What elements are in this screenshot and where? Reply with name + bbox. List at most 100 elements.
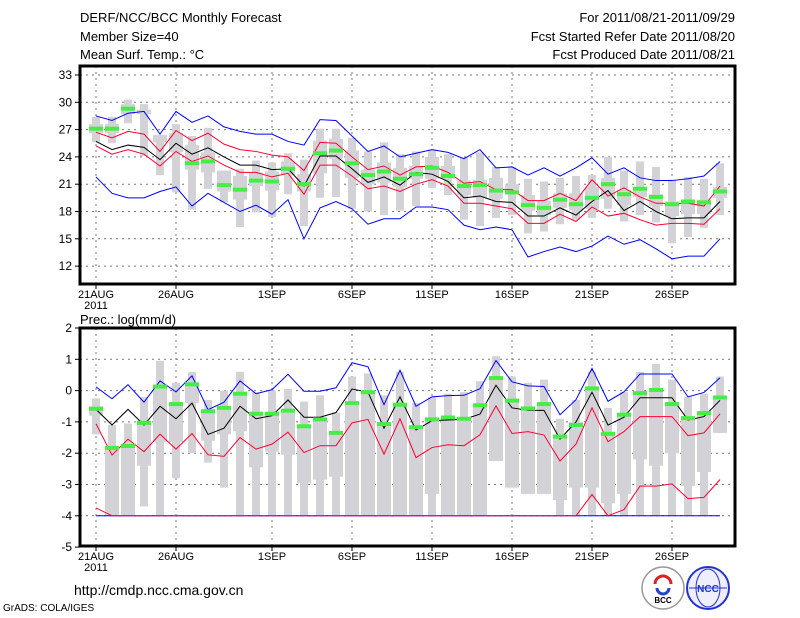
y-tick-label: 2 xyxy=(65,321,72,335)
box-bar xyxy=(345,403,359,516)
box-bar xyxy=(569,193,583,211)
box-bar xyxy=(601,432,615,504)
series-line-upper xyxy=(95,404,721,462)
observed-marker xyxy=(361,173,375,178)
observed-marker xyxy=(185,161,199,166)
box-bar xyxy=(617,189,631,206)
observed-marker xyxy=(313,417,327,422)
observed-marker xyxy=(713,189,727,194)
y-tick-label: -4 xyxy=(61,509,72,523)
observed-marker xyxy=(409,425,423,430)
box-bar xyxy=(441,417,455,516)
x-tick-label: 21SEP xyxy=(575,289,609,301)
y-tick-label: 30 xyxy=(59,95,73,109)
series-line-mean xyxy=(95,140,721,220)
observed-marker xyxy=(233,391,247,396)
observed-marker xyxy=(553,197,567,202)
plot-frame xyxy=(78,64,737,286)
observed-marker xyxy=(441,415,455,420)
y-tick-label: 24 xyxy=(59,150,73,164)
observed-marker xyxy=(345,401,359,406)
observed-marker xyxy=(169,402,183,407)
y-tick-label: 15 xyxy=(59,232,73,246)
observed-marker xyxy=(521,203,535,208)
x-tick-label: 16SEP xyxy=(495,289,529,301)
observed-marker xyxy=(393,176,407,181)
observed-marker xyxy=(441,174,455,179)
whisker-bar xyxy=(156,135,164,176)
observed-marker xyxy=(265,179,279,184)
whisker-bar xyxy=(236,371,244,516)
observed-marker xyxy=(345,161,359,166)
observed-marker xyxy=(329,430,343,435)
x-tick-label: 26AUG xyxy=(158,551,194,563)
box-bar xyxy=(585,387,599,488)
y-tick-label: -1 xyxy=(61,415,72,429)
box-bar xyxy=(521,407,535,494)
x-tick-label: 11SEP xyxy=(415,289,448,301)
x-tick-label: 26SEP xyxy=(655,289,689,301)
whisker-bar xyxy=(332,128,340,197)
box-bar xyxy=(489,378,503,462)
y-tick-label: 12 xyxy=(59,259,73,273)
x-tick-year-label: 2011 xyxy=(84,562,108,574)
observed-marker xyxy=(473,403,487,408)
box-bar xyxy=(489,177,503,199)
observed-marker xyxy=(649,387,663,392)
box-bar xyxy=(473,404,487,516)
y-tick-label: 21 xyxy=(59,177,73,191)
website-url[interactable]: http://cmdp.ncc.cma.gov.cn xyxy=(74,582,244,598)
observed-marker xyxy=(201,409,215,414)
box-bar xyxy=(169,403,183,443)
observed-marker xyxy=(569,202,583,207)
whisker-bar xyxy=(220,390,228,488)
variable-label: Mean Surf. Temp.: °C xyxy=(80,47,205,62)
x-tick-label: 21AUG xyxy=(78,289,114,301)
box-bar xyxy=(153,385,167,443)
observed-marker xyxy=(457,416,471,421)
y-tick-label: 1 xyxy=(65,352,72,366)
chart-title: DERF/NCC/BCC Monthly Forecast xyxy=(80,10,282,25)
observed-marker xyxy=(505,190,519,195)
observed-marker xyxy=(489,188,503,193)
observed-marker xyxy=(425,417,439,422)
y-tick-label: 0 xyxy=(65,384,72,398)
observed-marker xyxy=(217,183,231,188)
plot-frame xyxy=(78,326,737,548)
observed-marker xyxy=(233,187,247,192)
observed-marker xyxy=(681,199,695,204)
y-tick-label: 18 xyxy=(59,205,73,219)
box-bar xyxy=(713,396,727,433)
box-bar xyxy=(617,414,631,494)
box-bar xyxy=(185,384,199,404)
observed-marker xyxy=(105,445,119,450)
box-bar xyxy=(249,412,263,468)
whisker-bar xyxy=(92,398,100,435)
observed-marker xyxy=(617,192,631,197)
forecast-produced-date: Fcst Produced Date 2011/08/21 xyxy=(552,47,735,62)
box-bar xyxy=(425,418,439,494)
y-tick-label: -3 xyxy=(61,478,72,492)
observed-marker xyxy=(665,402,679,407)
observed-marker xyxy=(633,391,647,396)
box-bar xyxy=(153,135,167,143)
observed-marker xyxy=(281,408,295,413)
observed-marker xyxy=(121,444,135,449)
forecast-start-date: Fcst Started Refer Date 2011/08/20 xyxy=(530,29,735,44)
y-tick-label: 27 xyxy=(59,123,73,137)
x-tick-label: 1SEP xyxy=(258,289,286,301)
observed-marker xyxy=(697,200,711,205)
box-bar xyxy=(329,431,343,477)
observed-marker xyxy=(217,405,231,410)
whisker-bar xyxy=(188,135,196,210)
box-bar xyxy=(297,425,311,483)
observed-marker xyxy=(377,169,391,174)
box-bar xyxy=(409,426,423,516)
whisker-bar xyxy=(252,160,260,213)
observed-marker xyxy=(697,411,711,416)
box-bar xyxy=(697,412,711,472)
observed-marker xyxy=(537,402,551,407)
